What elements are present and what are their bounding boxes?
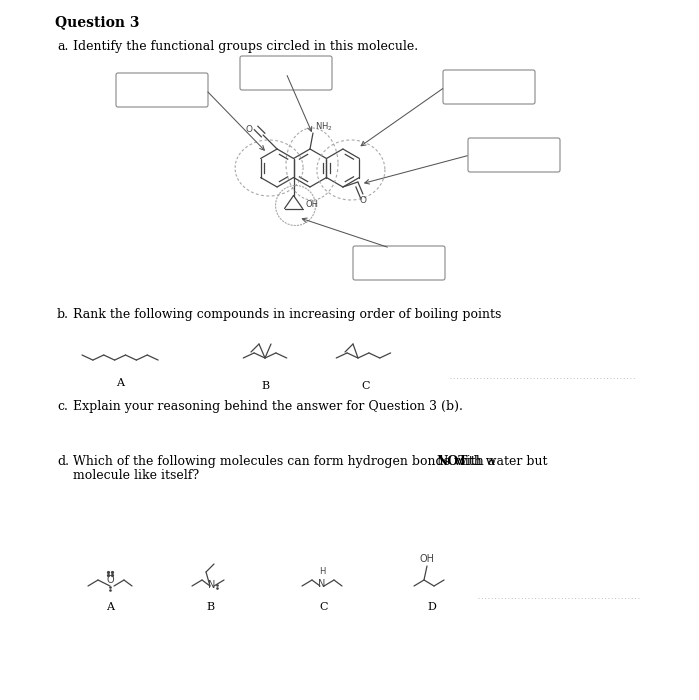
Text: with a: with a <box>452 455 495 468</box>
Text: O: O <box>359 196 366 205</box>
Text: H: H <box>319 567 325 576</box>
Text: c.: c. <box>57 400 68 413</box>
Text: O: O <box>106 575 114 585</box>
FancyBboxPatch shape <box>353 246 445 280</box>
Text: a.: a. <box>57 40 69 53</box>
FancyBboxPatch shape <box>116 73 208 107</box>
Text: N: N <box>208 580 216 590</box>
Text: A: A <box>106 602 114 612</box>
Text: C: C <box>319 602 329 612</box>
Text: A: A <box>116 378 124 388</box>
Text: OH: OH <box>419 554 435 564</box>
Text: Identify the functional groups circled in this molecule.: Identify the functional groups circled i… <box>73 40 418 53</box>
Text: O: O <box>245 125 252 134</box>
Text: Which of the following molecules can form hydrogen bonds with water but: Which of the following molecules can for… <box>73 455 552 468</box>
Text: b.: b. <box>57 308 69 321</box>
Text: molecule like itself?: molecule like itself? <box>73 469 199 482</box>
Text: B: B <box>206 602 214 612</box>
Text: N: N <box>318 579 326 589</box>
Text: Explain your reasoning behind the answer for Question 3 (b).: Explain your reasoning behind the answer… <box>73 400 463 413</box>
FancyBboxPatch shape <box>240 56 332 90</box>
Text: OH: OH <box>305 200 319 209</box>
Text: NH$_2$: NH$_2$ <box>315 120 333 133</box>
Text: D: D <box>428 602 436 612</box>
Text: Rank the following compounds in increasing order of boiling points: Rank the following compounds in increasi… <box>73 308 501 321</box>
Text: d.: d. <box>57 455 69 468</box>
FancyBboxPatch shape <box>443 70 535 104</box>
Text: C: C <box>362 381 370 391</box>
FancyBboxPatch shape <box>468 138 560 172</box>
Text: B: B <box>261 381 269 391</box>
Text: Question 3: Question 3 <box>55 15 140 29</box>
Text: NOT: NOT <box>437 455 468 468</box>
